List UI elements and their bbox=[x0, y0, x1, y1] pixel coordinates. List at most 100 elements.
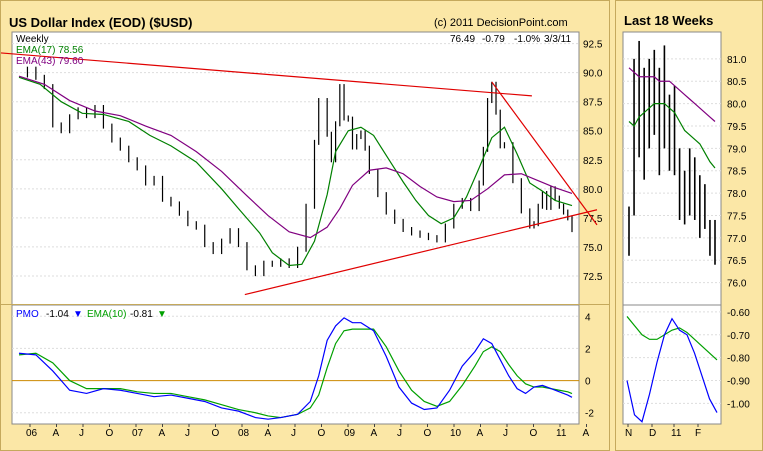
main-xtick-label: A bbox=[477, 428, 484, 439]
ema-arrow-down-icon: ▼ bbox=[157, 309, 167, 320]
period-label: Weekly bbox=[16, 34, 49, 45]
side-plot-area bbox=[622, 31, 722, 306]
pmo-chart: -2 0 2 4 06 A J O 07 A J O 08 A J O 09 A J O 10 A J O 11 A PMO -… bbox=[11, 305, 594, 439]
pmo-panel: -2 0 2 4 06 A J O 07 A J O 08 A J O 09 A J O 10 A J O 11 A PMO -… bbox=[0, 304, 610, 451]
side-pmo-ema-line bbox=[626, 316, 718, 361]
main-xtick-label: J bbox=[503, 428, 508, 439]
side-xtick-label: D bbox=[649, 428, 656, 439]
main-xtick-label: J bbox=[185, 428, 190, 439]
side-title: Last 18 Weeks bbox=[624, 13, 714, 28]
side-pmo-ytick-label: -0.70 bbox=[727, 331, 750, 342]
side-chart: 76.0 76.5 77.0 77.5 78.0 78.5 79.0 79.5 80.0 80.5… bbox=[622, 31, 750, 439]
main-xtick-label: O bbox=[424, 428, 432, 439]
main-xtick-label: 10 bbox=[450, 428, 462, 439]
quote-date: 3/3/11 bbox=[544, 34, 571, 45]
side-ytick-label: 76.5 bbox=[727, 256, 747, 267]
side-ytick-label: 76.0 bbox=[727, 279, 747, 290]
main-xtick-label: A bbox=[265, 428, 272, 439]
side-xtick-label: N bbox=[625, 428, 632, 439]
price-ytick-label: 85.0 bbox=[583, 127, 603, 138]
price-ytick-label: 92.5 bbox=[583, 40, 603, 51]
pmo-line bbox=[18, 317, 573, 420]
price-chart: 72.575.077.580.082.585.087.590.092.5 Wee… bbox=[1, 31, 603, 305]
main-xtick-label: 09 bbox=[344, 428, 356, 439]
side-ytick-label: 79.5 bbox=[727, 122, 747, 133]
main-xtick-label: 08 bbox=[238, 428, 250, 439]
pmo-ytick-label: 0 bbox=[585, 377, 591, 388]
side-ytick-label: 77.5 bbox=[727, 211, 747, 222]
pmo-ytick-label: -2 bbox=[585, 409, 594, 420]
ema17-label: EMA(17) 78.56 bbox=[16, 45, 84, 56]
side-pmo-ytick-label: -0.90 bbox=[727, 377, 750, 388]
side-ytick-label: 78.5 bbox=[727, 167, 747, 178]
side-pmo-ytick-label: -0.80 bbox=[727, 354, 750, 365]
side-ytick-label: 80.5 bbox=[727, 77, 747, 88]
price-ytick-label: 90.0 bbox=[583, 69, 603, 80]
side-xticks: N D 11 F bbox=[625, 424, 701, 439]
pmo-ema-label: EMA(10) bbox=[87, 309, 126, 320]
pmo-ema-value: -0.81 bbox=[130, 309, 153, 320]
pmo-ema-line bbox=[18, 328, 573, 419]
side-ema43-line bbox=[628, 67, 716, 122]
pmo-yticks: -2 0 2 4 bbox=[585, 312, 594, 419]
main-xtick-label: O bbox=[106, 428, 114, 439]
price-ytick-label: 82.5 bbox=[583, 156, 603, 167]
pmo-label: PMO bbox=[16, 309, 39, 320]
copyright-text: (c) 2011 DecisionPoint.com bbox=[434, 17, 568, 29]
pmo-grid bbox=[12, 315, 579, 414]
side-ytick-label: 80.0 bbox=[727, 100, 747, 111]
main-xticks: 06 A J O 07 A J O 08 A J O 09 A J O 10 A J O 11 A bbox=[26, 424, 590, 439]
main-xtick-label: J bbox=[291, 428, 296, 439]
side-pmo-area bbox=[622, 304, 722, 425]
price-ytick-label: 87.5 bbox=[583, 98, 603, 109]
side-ytick-label: 77.0 bbox=[727, 234, 747, 245]
price-marks bbox=[1, 52, 598, 296]
side-ytick-label: 78.0 bbox=[727, 189, 747, 200]
price-ytick-label: 72.5 bbox=[583, 272, 603, 283]
side-ytick-label: 79.0 bbox=[727, 144, 747, 155]
side-ema17-line bbox=[628, 103, 716, 169]
pmo-arrow-down-icon: ▼ bbox=[73, 309, 83, 320]
price-plot-area bbox=[11, 31, 580, 305]
main-xtick-label: 07 bbox=[132, 428, 144, 439]
falling-trendline bbox=[491, 81, 598, 226]
price-ytick-label: 80.0 bbox=[583, 185, 603, 196]
main-xtick-label: 11 bbox=[556, 428, 567, 439]
ema43-line bbox=[18, 75, 573, 239]
main-xtick-label: O bbox=[530, 428, 538, 439]
lower-trendline bbox=[244, 209, 598, 296]
price-grid bbox=[12, 43, 579, 277]
side-xtick-label: F bbox=[695, 428, 701, 439]
price-ytick-label: 75.0 bbox=[583, 243, 603, 254]
quote-last: 76.49 bbox=[450, 34, 475, 45]
side-pmo-ytick-label: -0.60 bbox=[727, 308, 750, 319]
main-xtick-label: O bbox=[212, 428, 220, 439]
side-ytick-label: 81.0 bbox=[727, 55, 747, 66]
ema43-label: EMA(43) 79.60 bbox=[16, 56, 84, 67]
main-xtick-label: O bbox=[318, 428, 326, 439]
ema17-line bbox=[18, 76, 573, 267]
main-xtick-label: J bbox=[397, 428, 402, 439]
main-xtick-label: J bbox=[79, 428, 84, 439]
pmo-marks bbox=[18, 317, 573, 420]
chart-title: US Dollar Index (EOD) ($USD) bbox=[9, 15, 193, 30]
main-xtick-label: A bbox=[159, 428, 166, 439]
quote-pct: -1.0% bbox=[514, 34, 540, 45]
main-xtick-label: A bbox=[583, 428, 590, 439]
main-xtick-label: A bbox=[53, 428, 60, 439]
quote-change: -0.79 bbox=[482, 34, 505, 45]
pmo-value: -1.04 bbox=[46, 309, 69, 320]
side-panel: Last 18 Weeks 76.0 76.5 77.0 77.5 78.0 78.5 79… bbox=[615, 0, 763, 451]
side-pmo-ytick-label: -1.00 bbox=[727, 399, 750, 410]
main-price-panel: US Dollar Index (EOD) ($USD) (c) 2011 De… bbox=[0, 0, 610, 306]
side-marks bbox=[626, 40, 718, 423]
pmo-plot-area bbox=[11, 305, 580, 425]
upper-trendline bbox=[1, 52, 532, 97]
side-pmo-line bbox=[626, 317, 718, 423]
pmo-ytick-label: 4 bbox=[585, 312, 591, 323]
pmo-ytick-label: 2 bbox=[585, 344, 591, 355]
main-xtick-label: 06 bbox=[26, 428, 38, 439]
price-yticks: 72.575.077.580.082.585.087.590.092.5 bbox=[583, 40, 603, 283]
side-yticks: 76.0 76.5 77.0 77.5 78.0 78.5 79.0 79.5 80.0 80.5… bbox=[727, 55, 750, 411]
side-xtick-label: 11 bbox=[671, 428, 682, 439]
